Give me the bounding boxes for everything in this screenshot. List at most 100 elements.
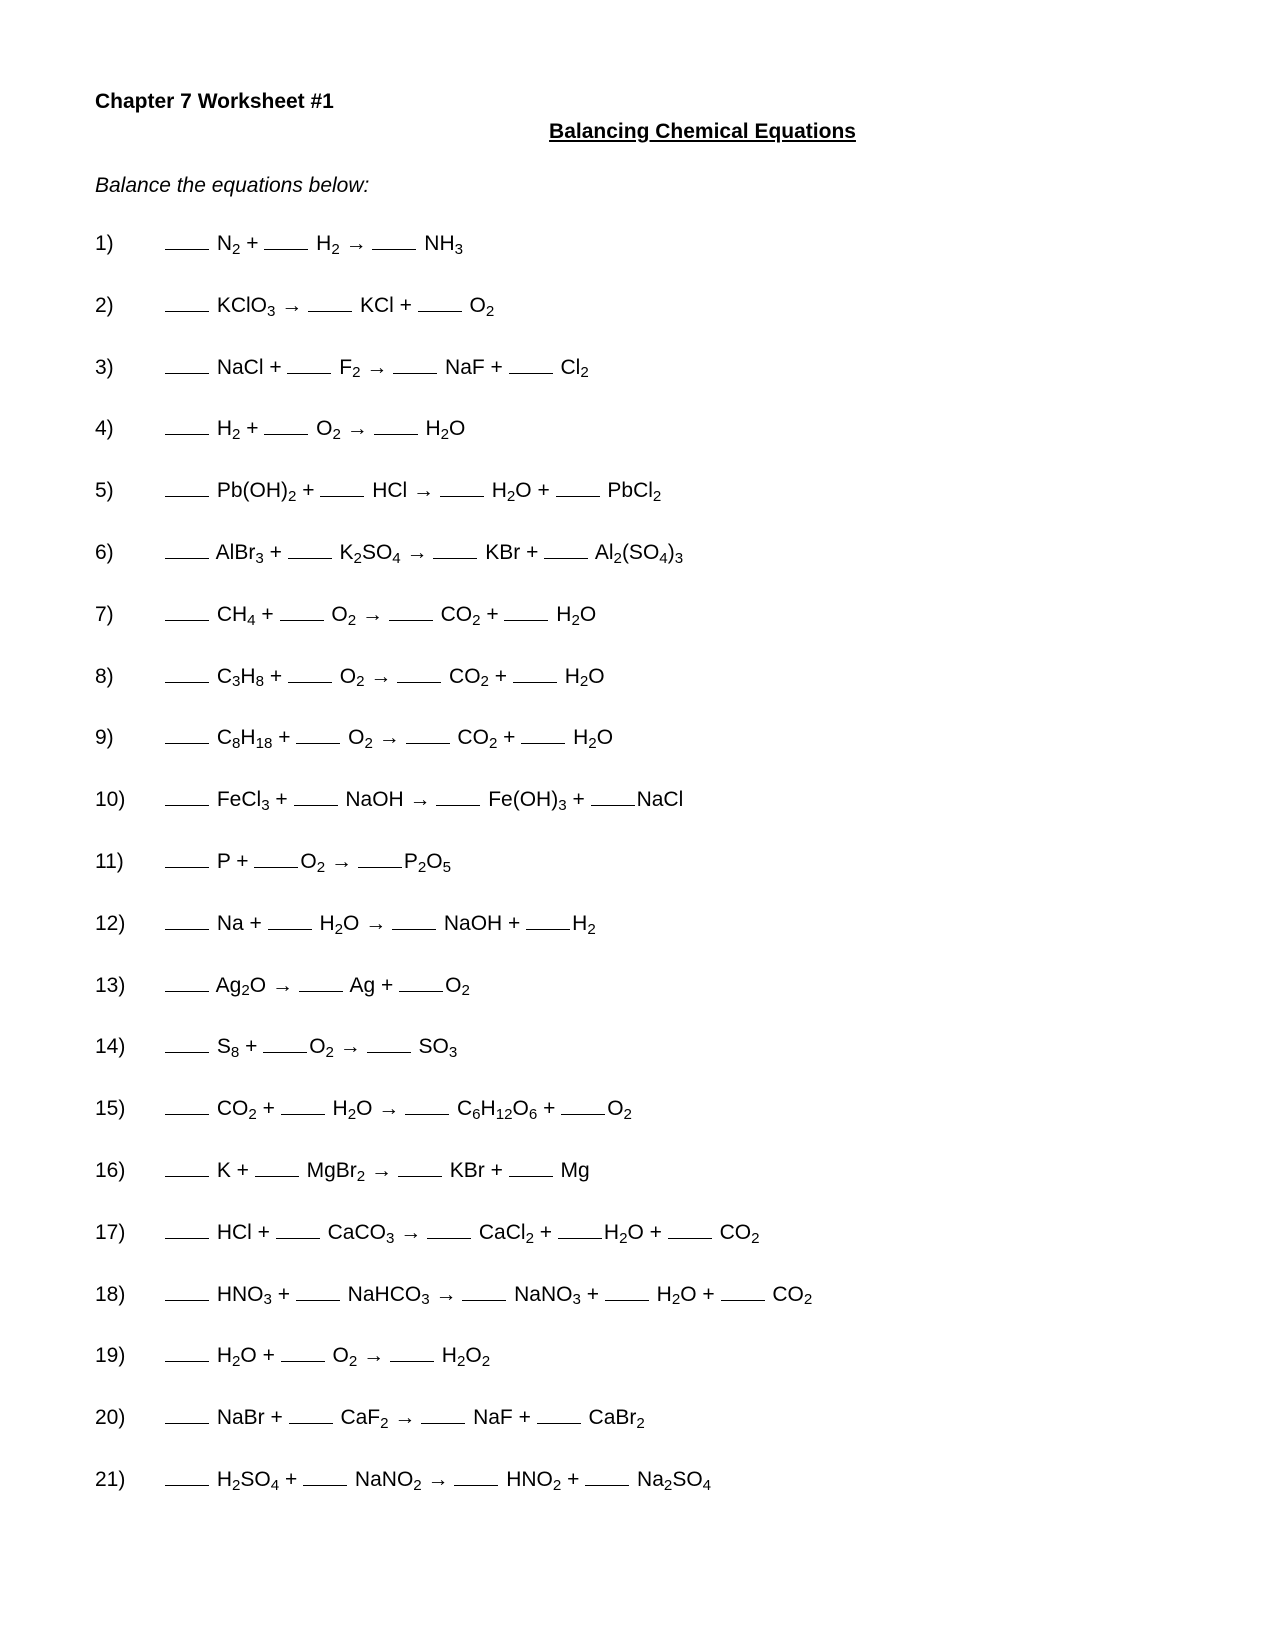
coefficient-blank[interactable] — [165, 1155, 209, 1177]
coefficient-blank[interactable] — [165, 475, 209, 497]
coefficient-blank[interactable] — [165, 1031, 209, 1053]
problem-row: 2) KClO3 → KCl + O2 — [95, 290, 1180, 319]
coefficient-blank[interactable] — [433, 537, 477, 559]
coefficient-blank[interactable] — [281, 1340, 325, 1362]
coefficient-blank[interactable] — [585, 1464, 629, 1486]
coefficient-blank[interactable] — [281, 1093, 325, 1115]
equation: CH4 + O2 → CO2 + H2O — [165, 599, 596, 628]
coefficient-blank[interactable] — [165, 1217, 209, 1239]
problem-row: 17) HCl + CaCO3 → CaCl2 + H2O + CO2 — [95, 1217, 1180, 1246]
coefficient-blank[interactable] — [721, 1279, 765, 1301]
coefficient-blank[interactable] — [436, 784, 480, 806]
problem-number: 6) — [95, 539, 165, 566]
coefficient-blank[interactable] — [526, 908, 570, 930]
coefficient-blank[interactable] — [320, 475, 364, 497]
coefficient-blank[interactable] — [165, 290, 209, 312]
problem-number: 19) — [95, 1342, 165, 1369]
coefficient-blank[interactable] — [165, 352, 209, 374]
coefficient-blank[interactable] — [254, 846, 298, 868]
equation: P + O2 → P2O5 — [165, 846, 451, 875]
coefficient-blank[interactable] — [289, 1402, 333, 1424]
coefficient-blank[interactable] — [521, 722, 565, 744]
coefficient-blank[interactable] — [165, 846, 209, 868]
coefficient-blank[interactable] — [299, 970, 343, 992]
coefficient-blank[interactable] — [556, 475, 600, 497]
coefficient-blank[interactable] — [165, 1093, 209, 1115]
problem-row: 3) NaCl + F2 → NaF + Cl2 — [95, 352, 1180, 381]
problem-number: 9) — [95, 724, 165, 751]
equation: AlBr3 + K2SO4 → KBr + Al2(SO4)3 — [165, 537, 683, 566]
coefficient-blank[interactable] — [263, 1031, 307, 1053]
coefficient-blank[interactable] — [544, 537, 588, 559]
coefficient-blank[interactable] — [268, 908, 312, 930]
problem-row: 13) Ag2O → Ag + O2 — [95, 970, 1180, 999]
coefficient-blank[interactable] — [374, 413, 418, 435]
coefficient-blank[interactable] — [668, 1217, 712, 1239]
coefficient-blank[interactable] — [397, 661, 441, 683]
coefficient-blank[interactable] — [513, 661, 557, 683]
coefficient-blank[interactable] — [367, 1031, 411, 1053]
coefficient-blank[interactable] — [440, 475, 484, 497]
coefficient-blank[interactable] — [509, 352, 553, 374]
coefficient-blank[interactable] — [399, 970, 443, 992]
coefficient-blank[interactable] — [288, 661, 332, 683]
coefficient-blank[interactable] — [392, 908, 436, 930]
coefficient-blank[interactable] — [537, 1402, 581, 1424]
coefficient-blank[interactable] — [294, 784, 338, 806]
coefficient-blank[interactable] — [165, 228, 209, 250]
coefficient-blank[interactable] — [288, 537, 332, 559]
coefficient-blank[interactable] — [561, 1093, 605, 1115]
problem-number: 1) — [95, 230, 165, 257]
problem-number: 8) — [95, 663, 165, 690]
coefficient-blank[interactable] — [255, 1155, 299, 1177]
equation: Pb(OH)2 + HCl → H2O + PbCl2 — [165, 475, 661, 504]
equation: Ag2O → Ag + O2 — [165, 970, 470, 999]
coefficient-blank[interactable] — [421, 1402, 465, 1424]
coefficient-blank[interactable] — [165, 722, 209, 744]
equation: NaBr + CaF2 → NaF + CaBr2 — [165, 1402, 645, 1431]
coefficient-blank[interactable] — [605, 1279, 649, 1301]
coefficient-blank[interactable] — [393, 352, 437, 374]
coefficient-blank[interactable] — [427, 1217, 471, 1239]
coefficient-blank[interactable] — [264, 413, 308, 435]
coefficient-blank[interactable] — [405, 1093, 449, 1115]
coefficient-blank[interactable] — [287, 352, 331, 374]
coefficient-blank[interactable] — [264, 228, 308, 250]
coefficient-blank[interactable] — [504, 599, 548, 621]
coefficient-blank[interactable] — [165, 599, 209, 621]
coefficient-blank[interactable] — [308, 290, 352, 312]
coefficient-blank[interactable] — [165, 661, 209, 683]
coefficient-blank[interactable] — [406, 722, 450, 744]
problem-row: 14) S8 + O2 → SO3 — [95, 1031, 1180, 1060]
coefficient-blank[interactable] — [165, 784, 209, 806]
equation: S8 + O2 → SO3 — [165, 1031, 457, 1060]
problem-number: 14) — [95, 1033, 165, 1060]
coefficient-blank[interactable] — [303, 1464, 347, 1486]
coefficient-blank[interactable] — [296, 1279, 340, 1301]
coefficient-blank[interactable] — [276, 1217, 320, 1239]
coefficient-blank[interactable] — [558, 1217, 602, 1239]
coefficient-blank[interactable] — [418, 290, 462, 312]
problem-row: 5) Pb(OH)2 + HCl → H2O + PbCl2 — [95, 475, 1180, 504]
coefficient-blank[interactable] — [165, 908, 209, 930]
coefficient-blank[interactable] — [390, 1340, 434, 1362]
coefficient-blank[interactable] — [165, 537, 209, 559]
coefficient-blank[interactable] — [165, 1402, 209, 1424]
coefficient-blank[interactable] — [165, 970, 209, 992]
coefficient-blank[interactable] — [509, 1155, 553, 1177]
coefficient-blank[interactable] — [462, 1279, 506, 1301]
coefficient-blank[interactable] — [165, 1340, 209, 1362]
equation: K + MgBr2 → KBr + Mg — [165, 1155, 590, 1184]
coefficient-blank[interactable] — [398, 1155, 442, 1177]
coefficient-blank[interactable] — [280, 599, 324, 621]
coefficient-blank[interactable] — [389, 599, 433, 621]
coefficient-blank[interactable] — [372, 228, 416, 250]
coefficient-blank[interactable] — [358, 846, 402, 868]
coefficient-blank[interactable] — [296, 722, 340, 744]
coefficient-blank[interactable] — [165, 413, 209, 435]
coefficient-blank[interactable] — [165, 1279, 209, 1301]
coefficient-blank[interactable] — [591, 784, 635, 806]
coefficient-blank[interactable] — [165, 1464, 209, 1486]
problem-number: 3) — [95, 354, 165, 381]
coefficient-blank[interactable] — [454, 1464, 498, 1486]
